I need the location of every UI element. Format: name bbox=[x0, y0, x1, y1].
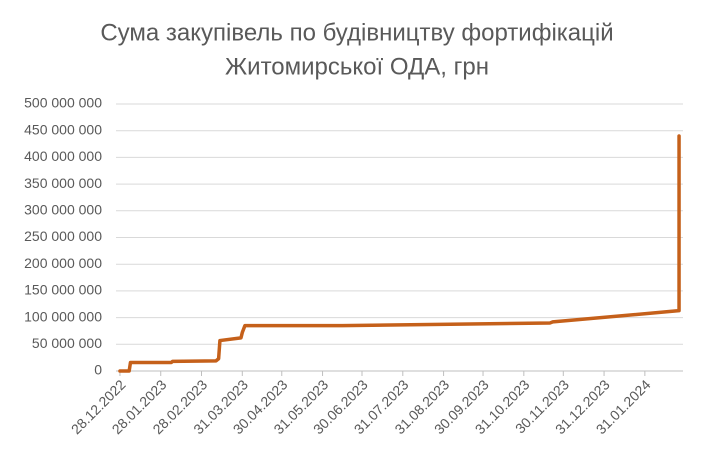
data-line bbox=[118, 134, 681, 373]
y-tick-label: 300 000 000 bbox=[24, 202, 102, 218]
y-tick-label: 350 000 000 bbox=[24, 175, 102, 191]
y-tick-label: 500 000 000 bbox=[24, 95, 102, 111]
y-tick-label: 50 000 000 bbox=[32, 335, 102, 351]
y-tick-label: 250 000 000 bbox=[24, 228, 102, 244]
y-tick-label: 400 000 000 bbox=[24, 148, 102, 164]
chart-title: Житомирської ОДА, грн bbox=[225, 53, 489, 80]
chart-title: Сума закупівель по будівництву фортифіка… bbox=[100, 19, 613, 46]
y-tick-label: 450 000 000 bbox=[24, 121, 102, 137]
y-tick-label: 200 000 000 bbox=[24, 255, 102, 271]
y-tick-label: 100 000 000 bbox=[24, 308, 102, 324]
y-tick-label: 150 000 000 bbox=[24, 282, 102, 298]
y-tick-label: 0 bbox=[94, 362, 102, 378]
